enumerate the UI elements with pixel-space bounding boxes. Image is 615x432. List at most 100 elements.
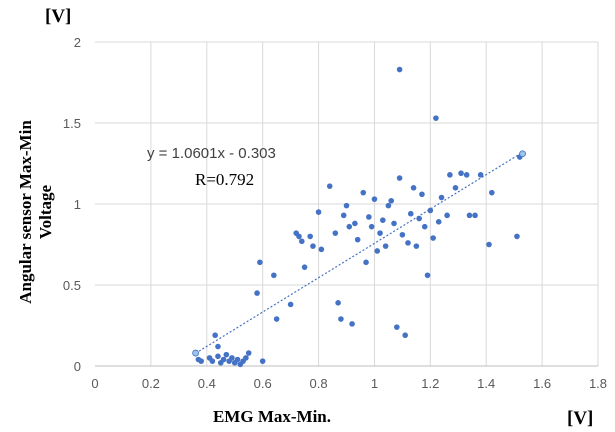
data-point: [419, 191, 425, 198]
x-tick-label: 1.4: [477, 376, 495, 391]
x-tick-label: 1.2: [421, 376, 439, 391]
y-tick-label: 0.5: [63, 278, 81, 293]
y-axis-title-line-2: Voltage: [36, 184, 55, 239]
data-point: [396, 175, 403, 181]
data-point: [377, 230, 383, 236]
data-point: [424, 272, 431, 279]
data-point: [307, 233, 313, 240]
data-point: [407, 210, 414, 217]
data-point: [402, 332, 408, 339]
x-tick-label: 0: [91, 376, 98, 391]
highlighted-points: [192, 150, 526, 357]
data-point: [435, 219, 442, 225]
data-point: [388, 197, 395, 204]
data-point: [416, 215, 422, 222]
y-tick-label: 1: [74, 197, 81, 212]
data-point: [463, 172, 470, 178]
data-point: [215, 353, 221, 360]
highlighted-data-point: [192, 349, 200, 357]
data-point: [245, 350, 252, 356]
data-point: [366, 214, 372, 220]
data-point: [338, 316, 344, 322]
y-tick-label: 0: [74, 359, 81, 374]
y-axis-title-line-1: Angular sensor Max-Min: [16, 120, 35, 304]
data-point: [215, 343, 221, 350]
y-tick-label: 1.5: [63, 116, 81, 131]
data-point: [413, 243, 420, 249]
data-point: [332, 230, 339, 236]
x-tick-label: 1.6: [533, 376, 551, 391]
grid-lines: [95, 41, 599, 366]
data-point: [243, 355, 249, 361]
data-point: [271, 272, 277, 279]
data-point: [444, 212, 450, 219]
data-point: [259, 358, 266, 364]
data-point: [421, 223, 428, 230]
data-point: [340, 212, 347, 219]
data-point: [382, 243, 389, 249]
data-point: [391, 220, 397, 227]
data-point: [301, 264, 308, 270]
data-point: [209, 358, 216, 364]
data-point: [385, 202, 392, 209]
data-point: [405, 240, 411, 246]
data-point: [318, 246, 325, 253]
data-point: [223, 351, 230, 358]
data-point: [447, 172, 453, 178]
data-point: [287, 301, 294, 308]
highlighted-data-point: [519, 150, 526, 158]
data-point: [326, 183, 333, 189]
data-point: [371, 196, 378, 202]
data-points: [195, 66, 523, 368]
x-tick-label: 0.6: [254, 376, 272, 391]
y-tick-label: 2: [74, 35, 81, 50]
data-point: [346, 223, 353, 230]
data-point: [296, 233, 302, 240]
data-point: [349, 321, 355, 327]
correlation-label: R=0.792: [195, 170, 254, 189]
data-point: [394, 324, 400, 330]
data-point: [363, 259, 369, 266]
x-tick-label: 1.8: [589, 376, 607, 391]
x-tick-label: 0.2: [142, 376, 160, 391]
data-point: [486, 241, 492, 248]
data-point: [438, 194, 445, 201]
data-point: [489, 189, 495, 196]
data-point: [220, 356, 227, 363]
data-point: [310, 243, 316, 249]
data-point: [433, 115, 439, 121]
data-point: [354, 236, 361, 243]
x-unit-label: [V]: [567, 408, 593, 429]
x-axis-title: EMG Max-Min.: [213, 407, 331, 426]
data-point: [452, 185, 459, 191]
data-point: [254, 290, 260, 296]
data-point: [466, 212, 473, 219]
data-point: [343, 202, 350, 209]
data-point: [315, 209, 322, 215]
data-point: [399, 231, 406, 238]
data-point: [380, 217, 386, 223]
data-point: [477, 172, 484, 178]
data-point: [212, 332, 218, 339]
data-point: [298, 238, 305, 245]
data-point: [368, 223, 375, 230]
data-point: [472, 212, 478, 219]
data-point: [514, 233, 520, 240]
data-point: [458, 170, 464, 177]
x-tick-label: 0.4: [198, 376, 216, 391]
data-point: [360, 189, 367, 196]
data-point: [229, 355, 235, 361]
x-tick-label: 1: [371, 376, 378, 391]
data-point: [352, 220, 358, 227]
trendline-equation: y = 1.0601x - 0.303: [147, 145, 276, 162]
data-point: [396, 66, 403, 73]
x-tick-labels: 0 0.2 0.4 0.6 0.8 1 1.2 1.4 1.6 1.8: [91, 376, 607, 391]
data-point: [410, 185, 417, 191]
data-point: [427, 207, 434, 214]
data-point: [273, 316, 280, 322]
data-point: [257, 259, 263, 266]
y-axis-title: Angular sensor Max-Min Voltage: [16, 120, 55, 304]
data-point: [374, 248, 381, 254]
data-point: [430, 235, 436, 241]
